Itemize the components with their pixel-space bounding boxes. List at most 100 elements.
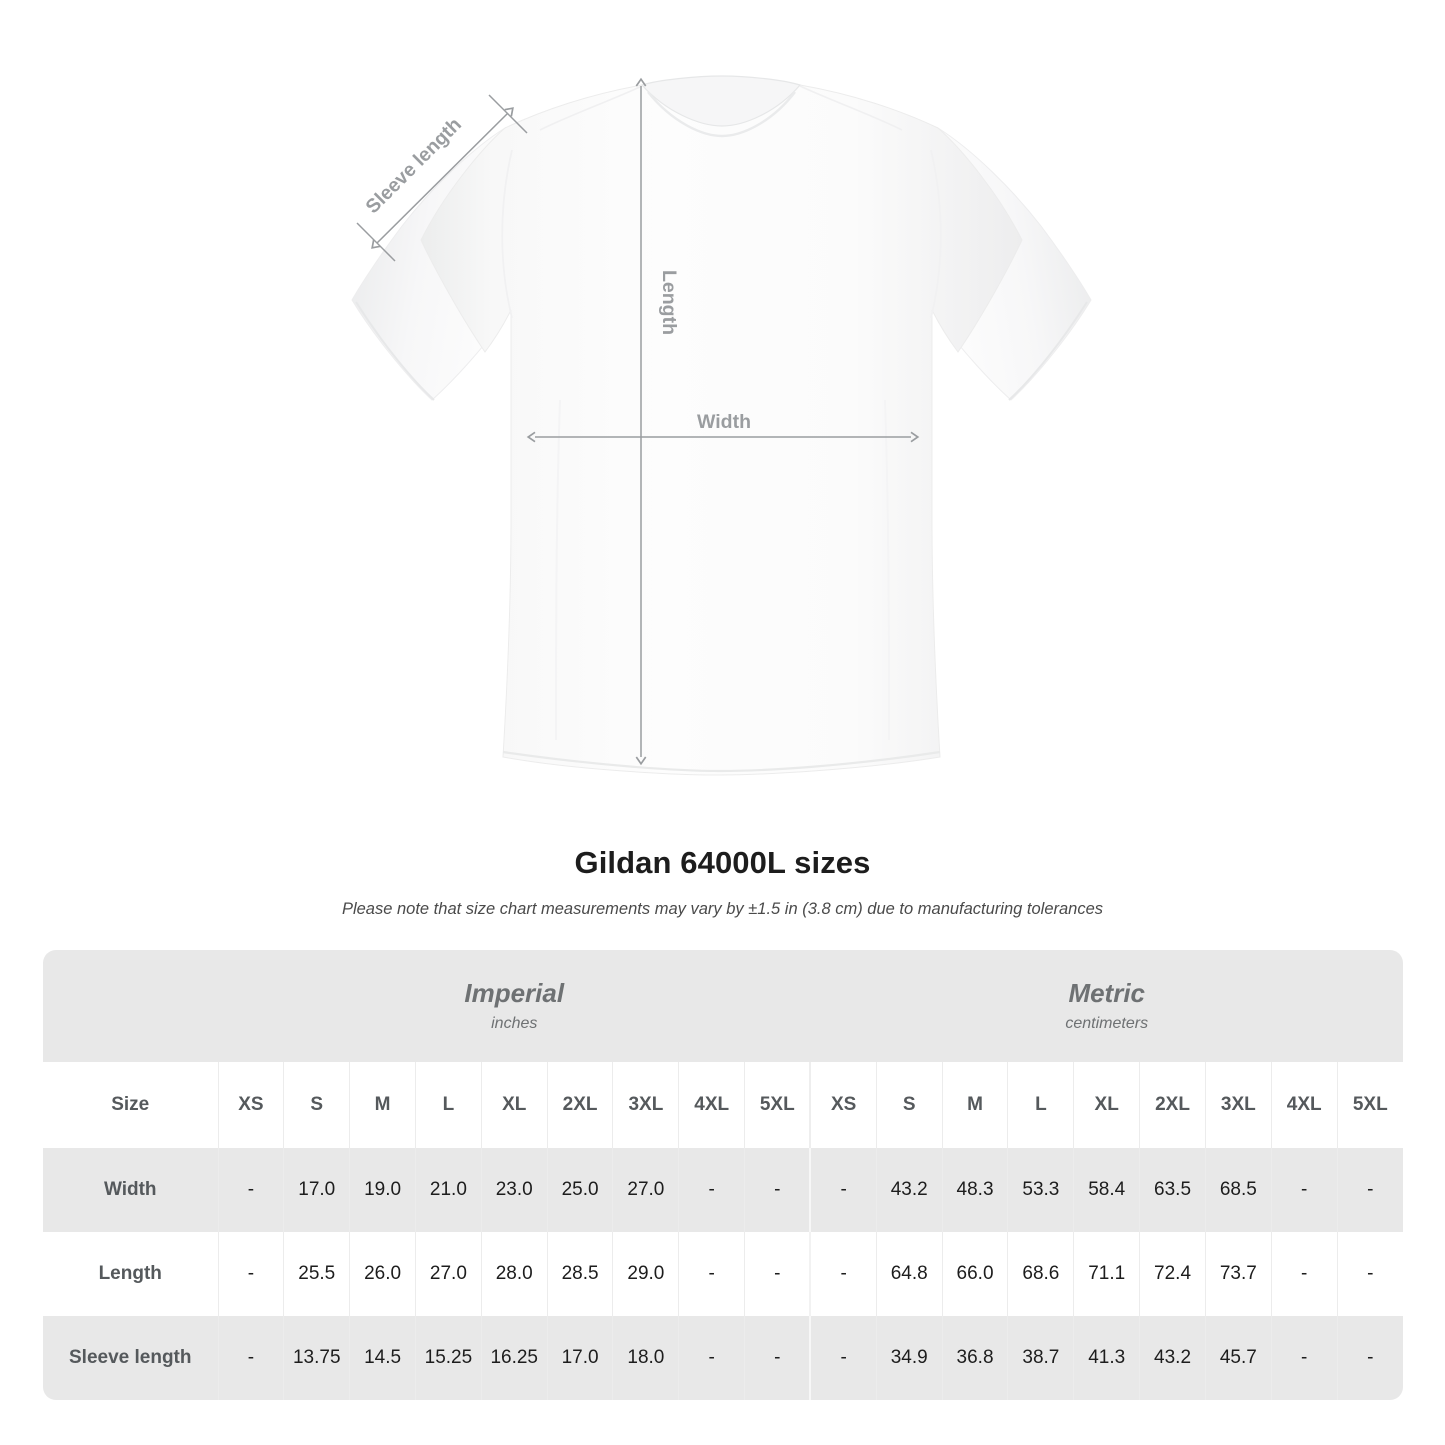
- cell-width-3xl-imperial: 27.0: [612, 1148, 679, 1232]
- garment-shape: [351, 75, 1092, 776]
- row-label-width: Width: [43, 1148, 218, 1232]
- cell-sleeve-length-xs-metric: -: [809, 1316, 877, 1400]
- header-size-l-imperial: L: [414, 1062, 482, 1148]
- cell-sleeve-length-2xl-metric: 43.2: [1139, 1316, 1206, 1400]
- header-size-xs-imperial: XS: [217, 1062, 284, 1148]
- cell-width-4xl-imperial: -: [678, 1148, 745, 1232]
- cell-width-4xl-metric: -: [1270, 1148, 1338, 1232]
- cell-length-xl-imperial: 28.0: [480, 1232, 548, 1316]
- size-chart-table: Imperial inches Metric centimeters Size XS S M L…: [43, 950, 1403, 1400]
- unit-group-name: Imperial: [464, 977, 565, 1008]
- cell-length-l-imperial: 27.0: [414, 1232, 482, 1316]
- header-size-s-imperial: S: [283, 1062, 350, 1148]
- cell-sleeve-length-m-metric: 36.8: [941, 1316, 1008, 1400]
- cell-length-4xl-imperial: -: [678, 1232, 745, 1316]
- cell-length-l-metric: 68.6: [1007, 1232, 1074, 1316]
- cell-sleeve-length-5xl-metric: -: [1336, 1316, 1403, 1400]
- cell-sleeve-length-2xl-imperial: 17.0: [546, 1316, 613, 1400]
- cell-sleeve-length-s-metric: 34.9: [875, 1316, 943, 1400]
- cell-width-s-imperial: 17.0: [283, 1148, 350, 1232]
- length-annotation: Length: [635, 77, 680, 766]
- cell-length-s-metric: 64.8: [875, 1232, 943, 1316]
- header-size-xs-metric: XS: [809, 1062, 877, 1148]
- table-row: Width -17.0 19.0 21.0 23.0 25.0 27.0- - -43.2 48.…: [43, 1148, 1403, 1232]
- cell-sleeve-length-xs-imperial: -: [217, 1316, 284, 1400]
- table-row: Sleeve length -13.75 14.5 15.25 16.25 17.0 18.…: [43, 1316, 1403, 1400]
- heading-block: Gildan 64000L sizes Please note that siz…: [0, 845, 1445, 919]
- cell-width-l-metric: 53.3: [1007, 1148, 1074, 1232]
- cell-sleeve-length-m-imperial: 14.5: [349, 1316, 416, 1400]
- cell-length-m-imperial: 26.0: [349, 1232, 416, 1316]
- header-size-2xl-imperial: 2XL: [546, 1062, 613, 1148]
- cell-width-xs-imperial: -: [217, 1148, 284, 1232]
- header-size-3xl-imperial: 3XL: [612, 1062, 679, 1148]
- length-label: Length: [658, 270, 680, 335]
- cell-length-xs-imperial: -: [217, 1232, 284, 1316]
- tshirt-illustration: Sleeve length Length Width: [351, 75, 1092, 776]
- cell-length-5xl-imperial: -: [744, 1232, 811, 1316]
- cell-length-s-imperial: 25.5: [283, 1232, 350, 1316]
- cell-length-4xl-metric: -: [1270, 1232, 1338, 1316]
- cell-length-5xl-metric: -: [1336, 1232, 1403, 1316]
- header-size-5xl-imperial: 5XL: [744, 1062, 811, 1148]
- cell-sleeve-length-s-imperial: 13.75: [283, 1316, 350, 1400]
- row-label-length: Length: [43, 1232, 218, 1316]
- unit-group-imperial: Imperial inches: [218, 950, 811, 1062]
- cell-length-m-metric: 66.0: [941, 1232, 1008, 1316]
- unit-group-row: Imperial inches Metric centimeters: [43, 950, 1403, 1062]
- cell-length-3xl-imperial: 29.0: [612, 1232, 679, 1316]
- cell-width-5xl-metric: -: [1336, 1148, 1403, 1232]
- header-size-5xl-metric: 5XL: [1336, 1062, 1403, 1148]
- cell-length-2xl-metric: 72.4: [1139, 1232, 1206, 1316]
- cell-sleeve-length-xl-imperial: 16.25: [480, 1316, 548, 1400]
- column-header-row: Size XS S M L XL 2XL 3XL 4XL 5XL XS S M L XL 2XL 3XL 4XL 5…: [43, 1062, 1403, 1148]
- cell-length-2xl-imperial: 28.5: [546, 1232, 613, 1316]
- cell-width-2xl-imperial: 25.0: [546, 1148, 613, 1232]
- cell-width-2xl-metric: 63.5: [1139, 1148, 1206, 1232]
- cell-width-m-metric: 48.3: [941, 1148, 1008, 1232]
- header-size-label: Size: [43, 1062, 218, 1148]
- cell-length-xl-metric: 71.1: [1073, 1232, 1140, 1316]
- header-size-4xl-imperial: 4XL: [678, 1062, 745, 1148]
- header-size-l-metric: L: [1007, 1062, 1074, 1148]
- unit-group-subtitle: centimeters: [1065, 1015, 1149, 1033]
- tolerance-note: Please note that size chart measurements…: [341, 900, 1104, 918]
- unit-row-spacer: [43, 950, 218, 1062]
- cell-sleeve-length-5xl-imperial: -: [744, 1316, 811, 1400]
- width-annotation: Width: [526, 411, 920, 443]
- header-size-m-metric: M: [941, 1062, 1008, 1148]
- cell-width-xs-metric: -: [809, 1148, 877, 1232]
- unit-group-name: Metric: [1068, 977, 1146, 1008]
- cell-width-xl-imperial: 23.0: [480, 1148, 548, 1232]
- table-row: Length -25.5 26.0 27.0 28.0 28.5 29.0- - -64.8 66…: [43, 1232, 1403, 1316]
- cell-sleeve-length-4xl-metric: -: [1270, 1316, 1338, 1400]
- cell-length-xs-metric: -: [809, 1232, 877, 1316]
- header-size-s-metric: S: [875, 1062, 943, 1148]
- header-size-xl-metric: XL: [1073, 1062, 1140, 1148]
- size-chart-table-container: Imperial inches Metric centimeters Size XS S M L…: [43, 950, 1403, 1400]
- width-label: Width: [697, 411, 751, 433]
- cell-width-m-imperial: 19.0: [349, 1148, 416, 1232]
- unit-group-subtitle: inches: [491, 1015, 538, 1033]
- cell-width-xl-metric: 58.4: [1073, 1148, 1140, 1232]
- cell-sleeve-length-l-imperial: 15.25: [414, 1316, 482, 1400]
- cell-sleeve-length-3xl-imperial: 18.0: [612, 1316, 679, 1400]
- cell-sleeve-length-4xl-imperial: -: [678, 1316, 745, 1400]
- cell-sleeve-length-3xl-metric: 45.7: [1204, 1316, 1272, 1400]
- header-size-xl-imperial: XL: [480, 1062, 548, 1148]
- unit-group-metric: Metric centimeters: [810, 950, 1403, 1062]
- cell-width-3xl-metric: 68.5: [1204, 1148, 1272, 1232]
- header-size-2xl-metric: 2XL: [1139, 1062, 1206, 1148]
- cell-width-l-imperial: 21.0: [414, 1148, 482, 1232]
- header-size-m-imperial: M: [349, 1062, 416, 1148]
- cell-width-s-metric: 43.2: [875, 1148, 943, 1232]
- cell-sleeve-length-l-metric: 38.7: [1007, 1316, 1074, 1400]
- header-size-3xl-metric: 3XL: [1204, 1062, 1272, 1148]
- row-label-sleeve-length: Sleeve length: [43, 1316, 218, 1400]
- cell-width-5xl-imperial: -: [744, 1148, 811, 1232]
- header-size-4xl-metric: 4XL: [1270, 1062, 1338, 1148]
- tshirt-diagram: Sleeve length Length Width: [351, 75, 1092, 776]
- page-title: Gildan 64000L sizes: [574, 845, 871, 880]
- cell-length-3xl-metric: 73.7: [1204, 1232, 1272, 1316]
- cell-sleeve-length-xl-metric: 41.3: [1073, 1316, 1140, 1400]
